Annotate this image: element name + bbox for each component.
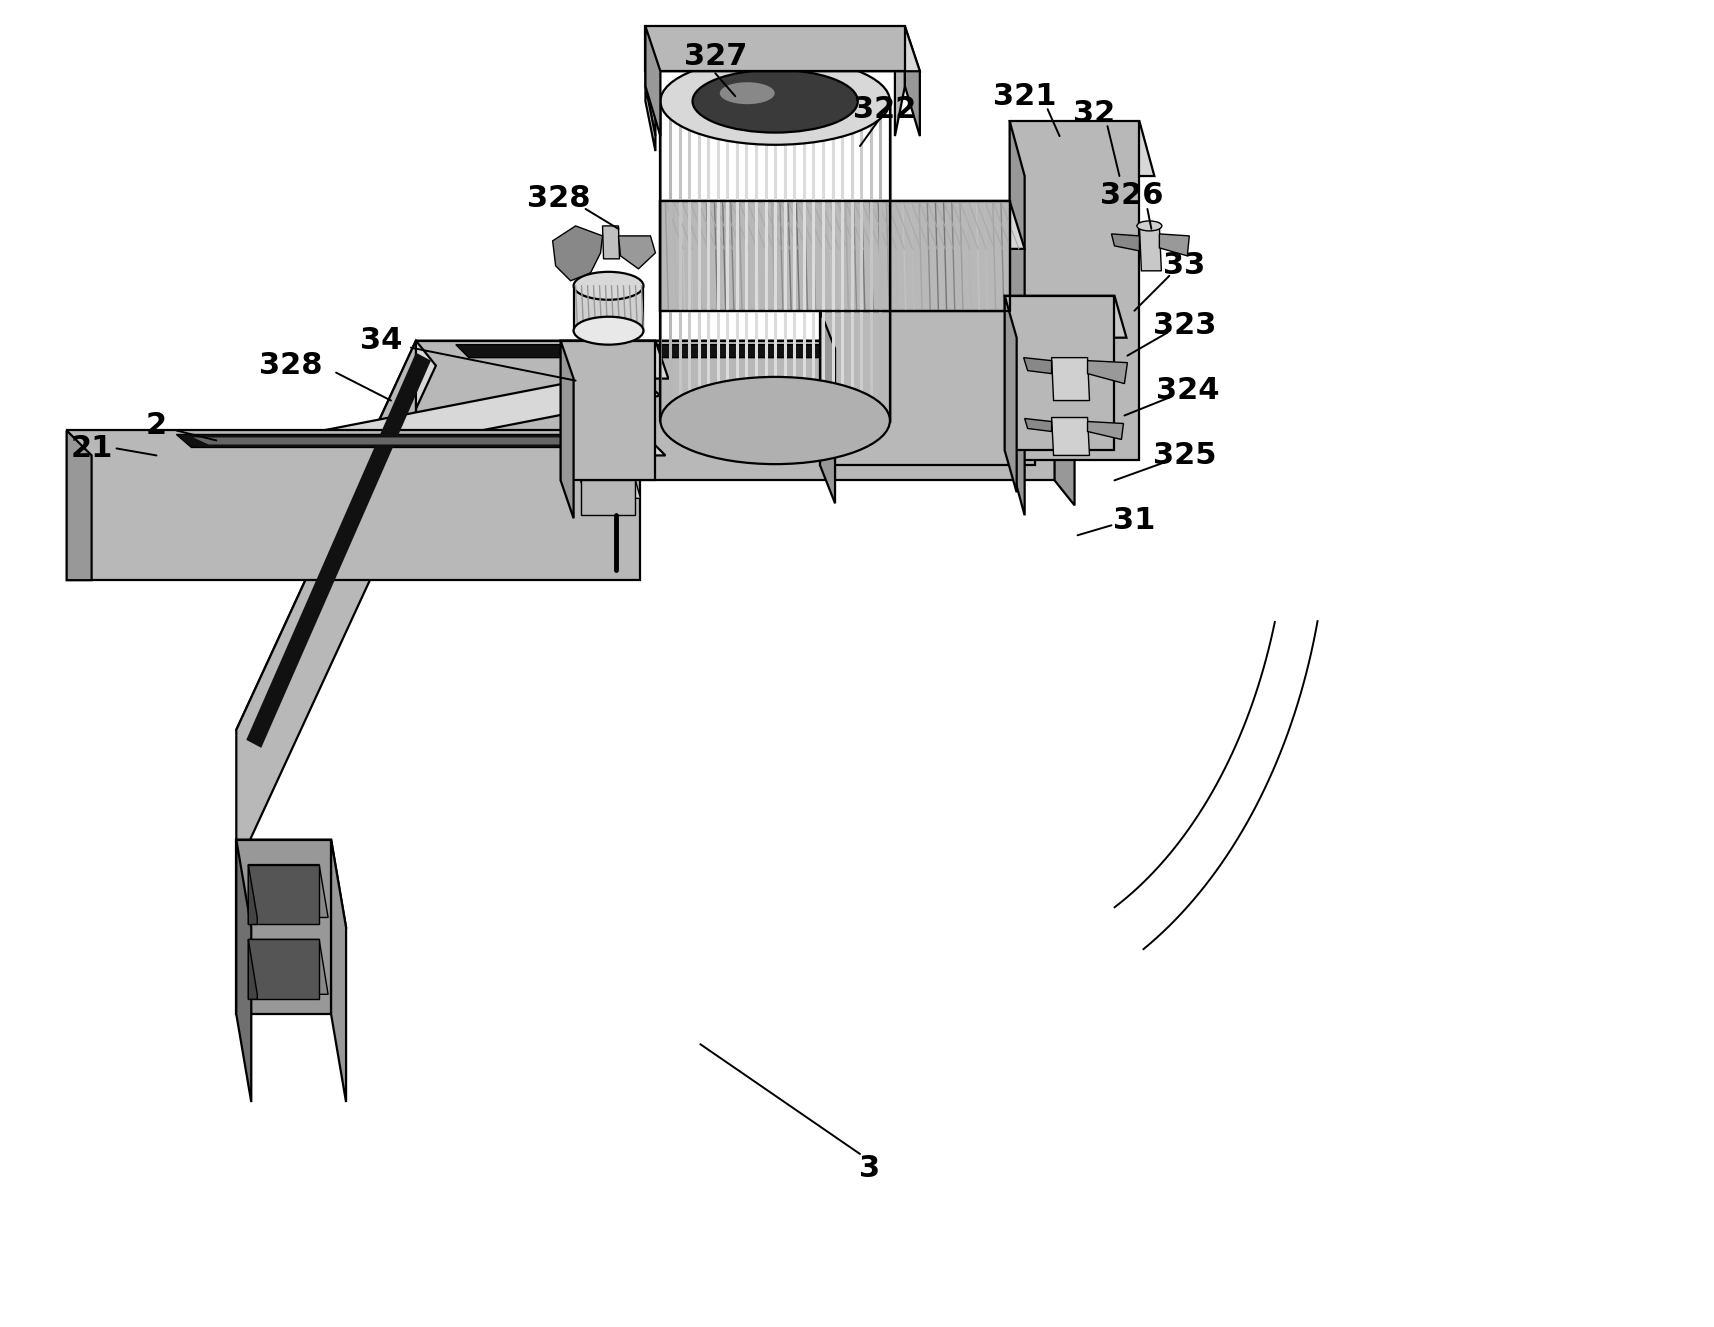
Polygon shape (644, 27, 919, 72)
Polygon shape (249, 865, 319, 925)
Polygon shape (1010, 121, 1138, 460)
Text: 33: 33 (1162, 251, 1205, 280)
Polygon shape (1051, 418, 1088, 455)
Ellipse shape (692, 70, 857, 133)
Ellipse shape (572, 272, 643, 300)
Polygon shape (644, 27, 660, 137)
Text: 325: 325 (1152, 441, 1215, 470)
Text: 326: 326 (1099, 182, 1162, 211)
Polygon shape (67, 430, 665, 455)
Polygon shape (1087, 361, 1126, 384)
Text: 327: 327 (684, 41, 747, 70)
Polygon shape (1159, 234, 1188, 256)
Polygon shape (560, 341, 668, 378)
Polygon shape (247, 353, 430, 748)
Polygon shape (237, 341, 435, 755)
Polygon shape (456, 345, 1066, 358)
Ellipse shape (720, 82, 775, 105)
Polygon shape (560, 341, 572, 519)
Polygon shape (572, 285, 643, 330)
Polygon shape (67, 430, 91, 580)
Polygon shape (1010, 121, 1023, 515)
Polygon shape (1023, 358, 1051, 374)
Polygon shape (644, 86, 655, 151)
Polygon shape (644, 27, 655, 137)
Polygon shape (1004, 296, 1114, 450)
Polygon shape (819, 311, 1034, 466)
Polygon shape (67, 370, 660, 506)
Polygon shape (1054, 341, 1075, 506)
Polygon shape (581, 480, 636, 515)
Polygon shape (1004, 296, 1016, 492)
Polygon shape (602, 226, 619, 259)
Polygon shape (660, 200, 1010, 311)
Text: 323: 323 (1152, 312, 1215, 340)
Text: 31: 31 (1112, 506, 1155, 535)
Polygon shape (644, 27, 905, 72)
Text: 2: 2 (146, 411, 166, 441)
Polygon shape (581, 480, 639, 499)
Polygon shape (819, 311, 1049, 349)
Text: 32: 32 (1073, 98, 1116, 127)
Polygon shape (249, 865, 257, 925)
Polygon shape (560, 341, 655, 480)
Polygon shape (1087, 422, 1123, 439)
Polygon shape (1111, 234, 1138, 251)
Polygon shape (895, 27, 905, 137)
Polygon shape (194, 438, 648, 445)
Polygon shape (1004, 296, 1126, 337)
Text: 321: 321 (992, 82, 1056, 110)
Polygon shape (660, 200, 1023, 249)
Text: 324: 324 (1155, 376, 1219, 405)
Text: 34: 34 (360, 326, 403, 356)
Polygon shape (417, 341, 1075, 366)
Polygon shape (249, 940, 319, 999)
Polygon shape (619, 236, 655, 269)
Polygon shape (237, 341, 417, 869)
Polygon shape (237, 840, 346, 928)
Text: 3: 3 (859, 1154, 879, 1184)
Text: 328: 328 (259, 352, 322, 380)
Polygon shape (237, 840, 252, 1103)
Text: 328: 328 (526, 184, 590, 214)
Text: 21: 21 (70, 434, 113, 463)
Text: 322: 322 (854, 94, 915, 123)
Polygon shape (1138, 226, 1160, 271)
Polygon shape (552, 226, 602, 281)
Polygon shape (819, 311, 835, 503)
Polygon shape (905, 27, 919, 137)
Ellipse shape (572, 317, 643, 345)
Ellipse shape (660, 57, 890, 145)
Polygon shape (417, 341, 1054, 480)
Polygon shape (237, 840, 331, 1014)
Polygon shape (331, 840, 346, 1103)
Polygon shape (249, 940, 327, 994)
Polygon shape (177, 434, 655, 447)
Polygon shape (249, 865, 327, 917)
Polygon shape (1023, 418, 1051, 431)
Polygon shape (249, 940, 257, 999)
Polygon shape (1051, 358, 1088, 401)
Polygon shape (1010, 121, 1154, 176)
Ellipse shape (660, 377, 890, 464)
Ellipse shape (1136, 220, 1160, 231)
Polygon shape (67, 430, 639, 580)
